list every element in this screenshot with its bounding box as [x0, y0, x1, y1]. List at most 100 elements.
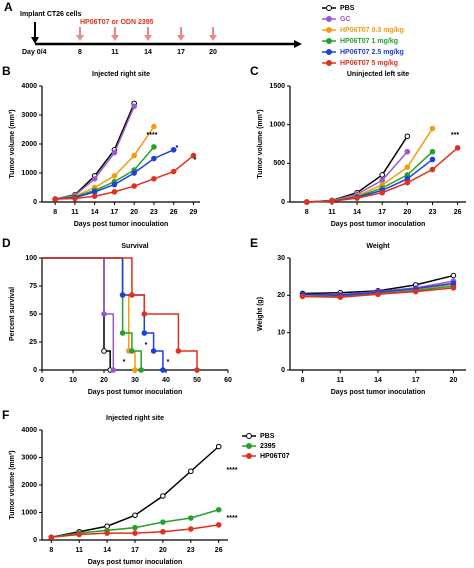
- significance-label: *: [123, 359, 126, 366]
- timeline: A Implant CT26 cells HP06T07 or ODN 2395…: [4, 0, 302, 56]
- data-point: [132, 512, 138, 519]
- series-line: [51, 445, 220, 538]
- x-tick-label: 14: [374, 377, 382, 384]
- y-tick-label: 2000: [21, 141, 37, 148]
- dose-arrowhead: [111, 35, 119, 41]
- x-tick-label: 20: [100, 377, 108, 384]
- legend-marker: [246, 453, 252, 459]
- y-tick-label: 20: [277, 292, 285, 299]
- data-point: [337, 294, 344, 301]
- chart-title: Uninjected left site: [347, 71, 409, 78]
- legend-label: PBS: [340, 5, 355, 12]
- x-tick-label: 20: [130, 209, 138, 216]
- y-tick-label: 3000: [21, 454, 37, 461]
- data-point: [91, 176, 98, 182]
- data-point: [111, 173, 118, 179]
- data-point: [299, 293, 306, 300]
- data-point: [215, 522, 222, 528]
- data-point: [412, 288, 419, 295]
- x-tick-label: 60: [224, 377, 232, 384]
- legend-marker: [246, 443, 252, 449]
- data-point: [215, 443, 222, 450]
- data-point: [194, 367, 200, 373]
- y-tick-label: 25: [29, 339, 37, 346]
- x-tick-label: 17: [131, 547, 139, 554]
- day-label: 8: [78, 49, 82, 56]
- data-point: [379, 177, 385, 184]
- data-point: [379, 189, 385, 196]
- x-tick-label: 17: [378, 209, 386, 216]
- data-point: [160, 493, 166, 499]
- x-tick-label: 30: [131, 377, 139, 384]
- legend-marker: [246, 433, 252, 439]
- data-point: [450, 280, 457, 287]
- data-point: [160, 367, 166, 373]
- y-axis-label: Tumor volume (mm³): [9, 109, 16, 178]
- data-point: [119, 330, 126, 336]
- day-label: 11: [111, 49, 119, 56]
- legend-label: GC: [340, 16, 351, 23]
- chart-title: Injected right site: [92, 71, 150, 78]
- data-point: [111, 149, 118, 156]
- significance-label: ****: [227, 467, 238, 474]
- data-point: [138, 367, 144, 373]
- start-label: Day 0/4: [22, 49, 47, 56]
- legend-label: PBS: [260, 433, 275, 440]
- significance-label: *: [145, 342, 148, 349]
- data-point: [429, 125, 436, 132]
- data-point: [404, 164, 411, 170]
- data-point: [91, 193, 98, 199]
- significance-label: *: [194, 157, 197, 164]
- legend-marker: [326, 60, 332, 66]
- data-point: [404, 133, 411, 140]
- data-point: [132, 367, 138, 373]
- data-point: [170, 168, 177, 175]
- chart-title: Weight: [366, 243, 390, 250]
- legend-marker: [326, 27, 332, 33]
- data-point: [132, 524, 138, 531]
- x-tick-label: 23: [187, 547, 195, 554]
- data-point: [52, 196, 58, 202]
- data-point: [175, 348, 182, 354]
- x-tick-label: 8: [301, 377, 305, 384]
- significance-label: ***: [451, 132, 459, 139]
- data-point: [101, 311, 107, 317]
- y-axis-label: Tumor volume (mm³): [9, 450, 16, 519]
- x-tick-label: 11: [71, 209, 79, 216]
- data-point: [450, 272, 457, 279]
- y-tick-label: 0: [33, 199, 37, 206]
- series-line: [42, 257, 198, 370]
- legend-marker: [326, 38, 332, 44]
- dose-arrowhead: [76, 35, 84, 41]
- x-tick-label: 40: [162, 377, 170, 384]
- x-axis-label: Days post tumor inoculation: [88, 389, 183, 396]
- x-tick-label: 26: [170, 209, 178, 216]
- x-axis-label: Days post tumor inoculation: [88, 559, 183, 566]
- y-tick-label: 100: [25, 255, 37, 262]
- implant-label: Implant CT26 cells: [20, 11, 82, 18]
- x-tick-label: 29: [190, 209, 198, 216]
- series-line: [42, 257, 111, 370]
- y-tick-label: 4000: [21, 83, 37, 90]
- data-point: [129, 348, 135, 354]
- x-tick-label: 14: [353, 209, 361, 216]
- y-tick-label: 1000: [21, 170, 37, 177]
- panel-label: D: [2, 236, 11, 250]
- x-tick-label: 14: [91, 209, 99, 216]
- y-tick-label: 0: [281, 199, 285, 206]
- data-point: [104, 530, 110, 536]
- y-tick-label: 10: [277, 330, 285, 337]
- data-point: [429, 148, 436, 155]
- x-tick-label: 0: [40, 377, 44, 384]
- data-point: [151, 123, 157, 130]
- significance-label: *: [167, 359, 170, 366]
- data-point: [119, 292, 126, 298]
- data-point: [48, 534, 55, 541]
- data-point: [132, 530, 138, 536]
- data-point: [131, 103, 137, 110]
- data-point: [151, 155, 157, 162]
- y-tick-label: 4000: [21, 427, 37, 434]
- x-axis-label: Days post tumor inoculation: [331, 221, 426, 228]
- x-tick-label: 26: [215, 547, 223, 554]
